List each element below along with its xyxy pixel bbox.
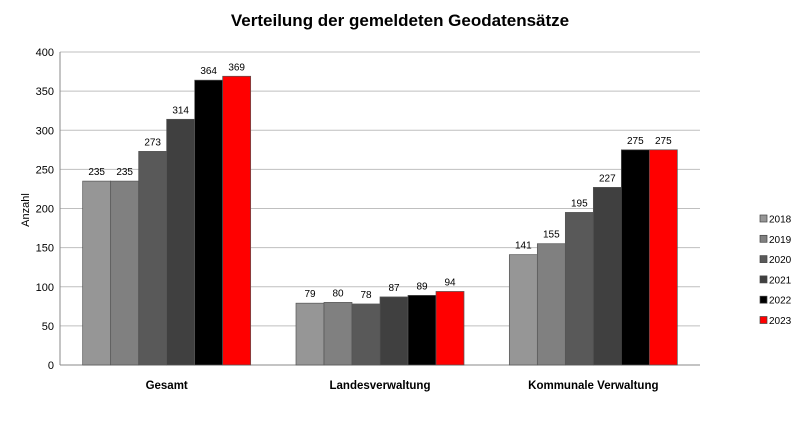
legend-label: 2018	[769, 215, 792, 226]
bar-2020	[564, 212, 594, 366]
data-label: 275	[627, 136, 644, 147]
data-label: 273	[144, 137, 161, 148]
data-label: 235	[116, 167, 133, 178]
bar-2019	[536, 243, 566, 366]
data-label: 364	[200, 66, 217, 77]
legend-swatch-2023	[759, 316, 768, 324]
data-label: 78	[360, 290, 372, 301]
bar-2018	[295, 302, 325, 366]
y-tick-label: 250	[36, 164, 54, 176]
bar-2018	[82, 180, 112, 366]
x-category-label: Kommunale Verwaltung	[528, 380, 658, 392]
legend-label: 2022	[769, 296, 792, 307]
data-label: 275	[655, 136, 672, 147]
legend-swatch-2018	[759, 214, 768, 223]
y-tick-label: 350	[36, 86, 54, 98]
data-label: 94	[444, 277, 456, 288]
data-label: 87	[388, 283, 400, 294]
bar-2022	[620, 149, 650, 366]
bar-2022	[194, 79, 224, 366]
bar-2023	[435, 291, 465, 366]
data-label: 155	[543, 230, 560, 241]
data-label: 79	[304, 289, 316, 300]
y-tick-label: 0	[48, 360, 54, 372]
data-label: 80	[332, 288, 344, 299]
bar-2020	[138, 151, 168, 366]
data-label: 89	[416, 281, 428, 292]
legend-swatch-2020	[759, 255, 768, 263]
bar-2020	[351, 303, 381, 366]
legend-label: 2023	[769, 316, 792, 327]
x-category-label: Gesamt	[146, 380, 188, 392]
legend-swatch-2021	[759, 275, 768, 284]
bar-2021	[379, 296, 409, 366]
data-label: 141	[515, 241, 532, 252]
y-tick-label: 50	[42, 321, 54, 333]
bar-2021	[166, 118, 196, 366]
bar-2023	[222, 75, 252, 366]
y-tick-label: 200	[36, 204, 54, 216]
bar-2022	[407, 295, 437, 366]
bar-2023	[648, 149, 678, 366]
data-label: 227	[599, 173, 616, 184]
bar-2021	[592, 187, 622, 366]
legend-label: 2019	[769, 235, 792, 246]
y-tick-label: 100	[36, 282, 54, 294]
x-category-label: Landesverwaltung	[330, 380, 431, 392]
data-label: 235	[88, 167, 105, 178]
chart-title: Verteilung der gemeldeten Geodatensätze	[231, 11, 569, 30]
bar-2019	[323, 302, 353, 366]
y-tick-label: 150	[36, 243, 54, 255]
bar-2019	[110, 180, 140, 366]
y-tick-label: 400	[36, 47, 54, 59]
y-axis-label: Anzahl	[20, 193, 32, 227]
data-label: 195	[571, 198, 588, 209]
legend-swatch-2022	[759, 295, 768, 304]
bar-2018	[508, 254, 538, 366]
y-tick-label: 300	[36, 125, 54, 137]
legend-label: 2020	[769, 255, 792, 266]
data-label: 369	[228, 62, 245, 73]
legend-label: 2021	[769, 275, 792, 286]
legend-swatch-2019	[759, 234, 768, 243]
data-label: 314	[172, 105, 189, 116]
